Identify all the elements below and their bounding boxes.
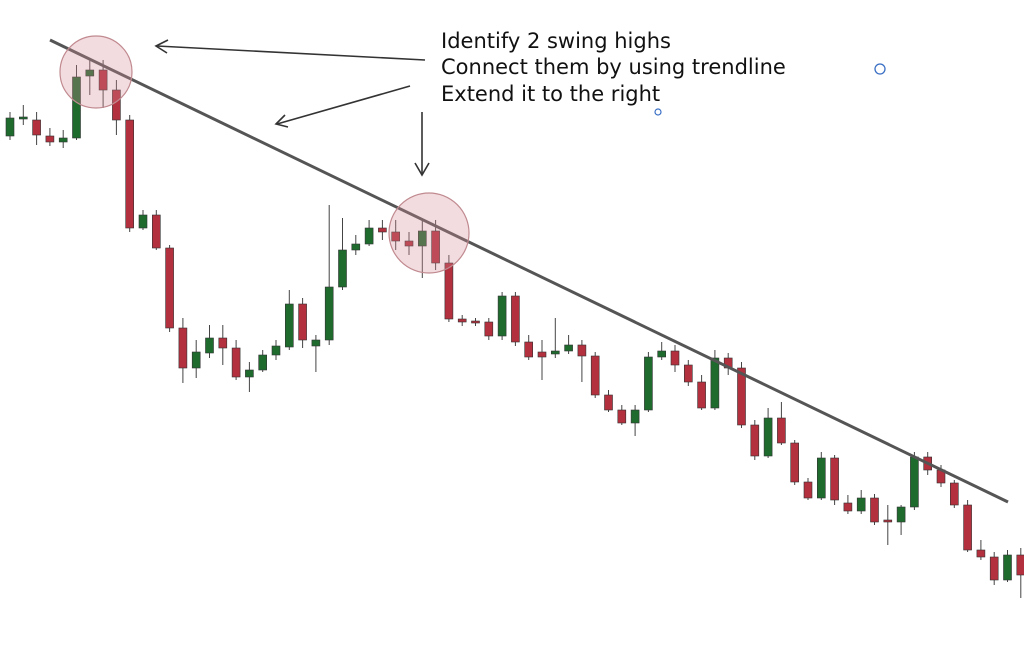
candle-body — [258, 354, 268, 371]
candle-body — [843, 502, 853, 512]
annotation: Identify 2 swing highs — [441, 29, 671, 53]
candle-body — [191, 351, 201, 369]
candle-body — [58, 137, 68, 143]
arrow-head — [274, 114, 289, 128]
candle-body — [165, 247, 174, 329]
candle-body — [963, 504, 972, 551]
arrow-head — [414, 162, 430, 177]
candle-body — [284, 303, 294, 348]
candle-body — [497, 295, 507, 337]
candle-body — [484, 321, 494, 337]
candle-body — [404, 240, 414, 247]
candle-body — [457, 318, 467, 323]
candle-body — [364, 227, 374, 245]
trendline — [49, 38, 1009, 504]
candle-body — [710, 357, 720, 409]
candle-body — [777, 417, 786, 444]
candle-body — [683, 364, 693, 383]
candles — [5, 60, 1024, 598]
candle-body — [949, 482, 959, 506]
candle-body — [1016, 554, 1024, 576]
candle-body — [18, 116, 28, 120]
candle-body — [537, 351, 547, 358]
swing-high-circle — [59, 35, 133, 109]
candle-body — [125, 119, 134, 229]
candle-body — [1003, 554, 1012, 581]
cursor-handle — [874, 63, 886, 75]
candle-body — [550, 350, 560, 355]
candle-body — [750, 424, 760, 457]
candle-body — [670, 350, 680, 366]
candle-body — [231, 347, 241, 378]
candle-body — [298, 303, 307, 341]
candle-body — [471, 320, 480, 324]
candle-body — [5, 117, 15, 137]
candle-body — [976, 549, 986, 558]
candle-body — [524, 341, 534, 358]
candle-body — [32, 119, 41, 136]
candle-body — [138, 214, 148, 229]
swing-high-circle — [388, 192, 470, 274]
candle-body — [378, 227, 387, 233]
candle-body — [816, 457, 826, 499]
candle-body — [830, 457, 839, 501]
candle-body — [896, 506, 906, 523]
candle-body — [351, 243, 361, 251]
arrow — [156, 45, 426, 61]
candle-body — [737, 367, 746, 426]
candle-body — [644, 356, 653, 411]
candle-body — [45, 135, 55, 143]
candle-body — [417, 230, 427, 247]
candle-body — [763, 417, 773, 457]
candle-body — [152, 214, 161, 249]
candle-body — [910, 456, 919, 508]
candle-body — [989, 556, 999, 581]
candle-body — [205, 337, 214, 354]
candle-body — [803, 481, 813, 499]
candle-body — [604, 394, 613, 411]
candle-body — [218, 337, 228, 349]
candle-body — [98, 69, 108, 91]
candle-body — [85, 69, 95, 77]
candle-body — [391, 231, 401, 242]
arrow-head — [154, 39, 169, 54]
cursor-handle — [654, 108, 662, 116]
arrow — [276, 85, 411, 125]
candle-body — [577, 344, 587, 357]
candle-body — [590, 355, 600, 396]
annotation: Extend it to the right — [441, 82, 660, 106]
annotation: Connect them by using trendline — [441, 55, 786, 79]
candle-body — [883, 519, 893, 523]
candle-body — [856, 497, 866, 512]
candle-body — [338, 249, 347, 288]
candle-body — [324, 286, 334, 341]
candle-body — [271, 345, 281, 356]
candle-body — [245, 369, 254, 378]
candle-body — [444, 262, 454, 320]
candle-body — [617, 409, 627, 424]
candle-body — [630, 409, 640, 424]
candle-body — [72, 76, 81, 139]
candle-body — [697, 381, 706, 409]
candle-body — [511, 295, 520, 343]
candle-body — [870, 497, 879, 523]
candle-body — [657, 350, 667, 358]
candle-body — [564, 344, 573, 352]
candle-body — [178, 327, 188, 369]
candle-body — [790, 442, 800, 483]
candle-body — [431, 230, 440, 264]
arrows — [154, 39, 430, 177]
candle-body — [311, 339, 321, 347]
candle-body — [112, 89, 121, 121]
